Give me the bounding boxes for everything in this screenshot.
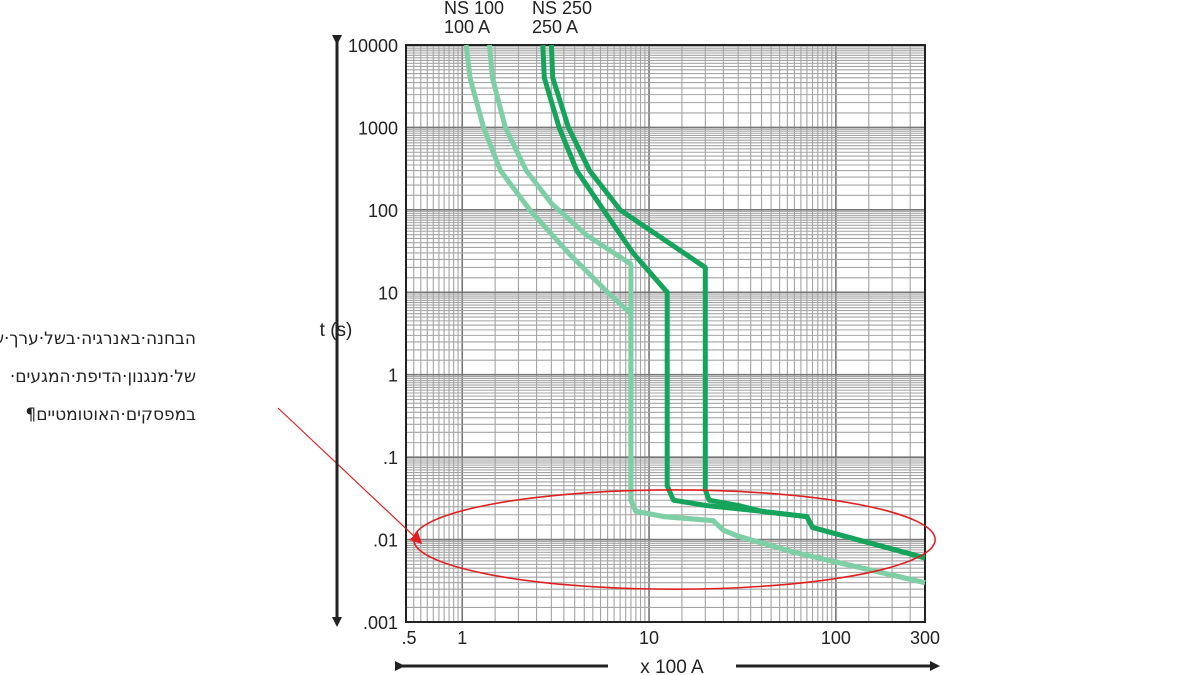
annotation-line-1: הבחנה·באנרגיה·בשל·ערך·שונה· <box>0 329 196 349</box>
y-tick-label: 10000 <box>348 36 398 56</box>
series-label-line2: 250 A <box>532 17 578 37</box>
annotation-arrow <box>277 407 423 544</box>
x-tick-label: 300 <box>910 628 940 648</box>
x-tick-label: 1 <box>457 628 467 648</box>
x-tick-label: 100 <box>821 628 851 648</box>
plot-frame <box>405 44 926 623</box>
y-tick-label: 1 <box>388 366 398 386</box>
y-tick-label: .001 <box>363 613 398 633</box>
annotation-line-2: של·מנגנון·הדיפת·המגעים· <box>9 367 196 387</box>
series-label-line1: NS 100 <box>444 0 504 18</box>
series-curve <box>487 44 926 586</box>
y-tick-label: .1 <box>383 448 398 468</box>
y-tick-label: .01 <box>373 531 398 551</box>
series-curve <box>548 44 926 561</box>
annotation-line-3: במפסקים·האוטומטיים¶ <box>25 405 196 425</box>
y-axis-label: t (s) <box>320 320 353 341</box>
y-tick-labels: .001 .01 .1 1 10 100 1000 10000 <box>348 36 398 633</box>
series-group <box>463 44 926 586</box>
y-tick-label: 10 <box>378 283 398 303</box>
x-tick-label: 10 <box>639 628 659 648</box>
x-axis-label-bg <box>608 652 736 675</box>
y-tick-label: 1000 <box>358 118 398 138</box>
annotation-group <box>277 407 936 590</box>
x-axis-label: x 100 A <box>640 657 704 675</box>
annotation-text: הבחנה·באנרגיה·בשל·ערך·שונה· של·מנגנון·הד… <box>0 320 196 434</box>
x-tick-label: .5 <box>401 628 416 648</box>
y-tick-label: 100 <box>368 201 398 221</box>
series-label-line2: 100 A <box>444 17 490 37</box>
series-label-line1: NS 250 <box>532 0 592 18</box>
x-tick-labels: .5 1 10 100 300 <box>401 628 940 648</box>
